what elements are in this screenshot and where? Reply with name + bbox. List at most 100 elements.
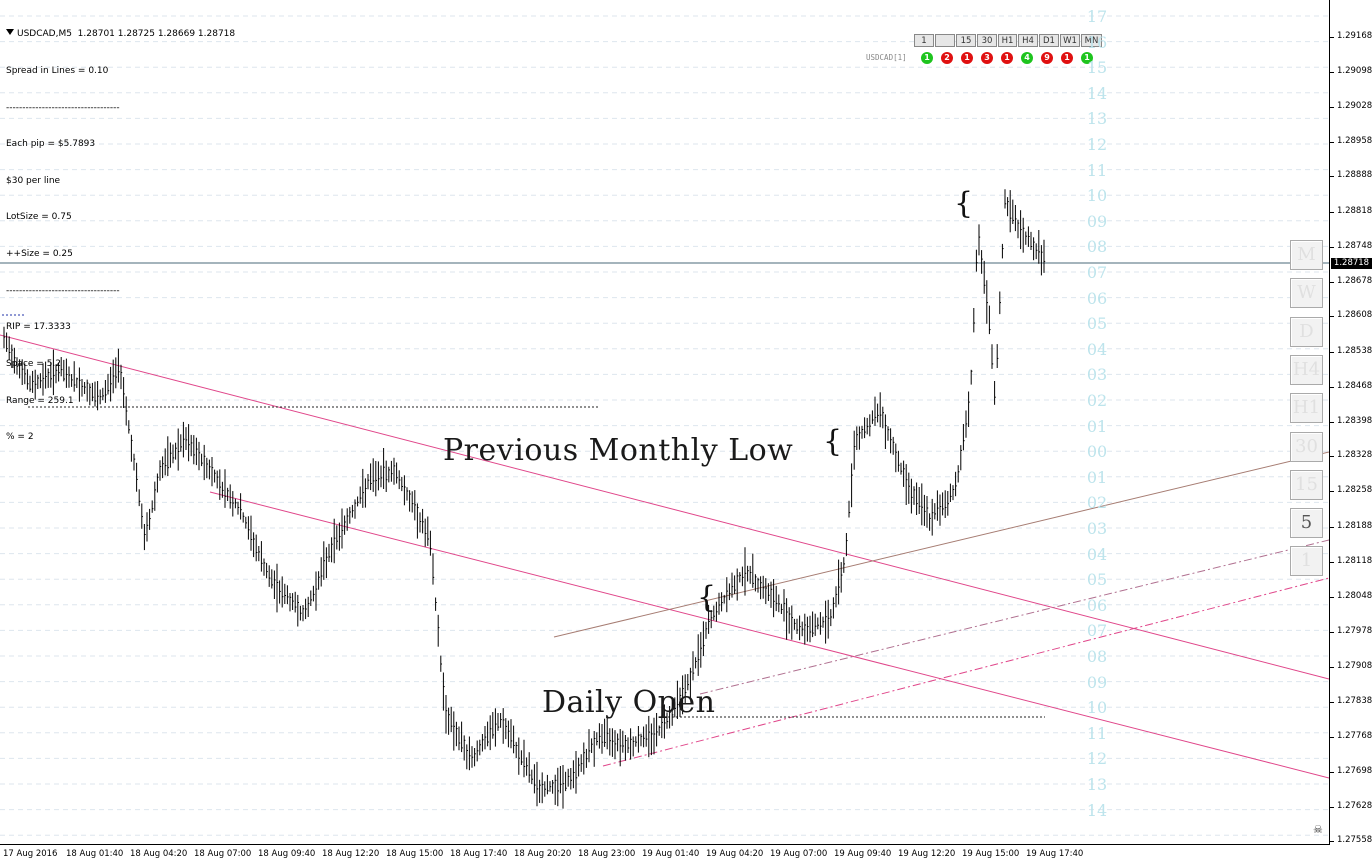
tf-button-blank[interactable] <box>935 34 955 47</box>
tf-button-1[interactable]: 1 <box>914 34 934 47</box>
signal-dot: 1 <box>921 52 933 64</box>
level-number: 01 <box>1086 467 1108 487</box>
side-tf-button-1[interactable]: 1 <box>1290 546 1323 577</box>
trendline-lower <box>209 491 1329 779</box>
signal-dot: 1 <box>1001 52 1013 64</box>
time-tick-label: 18 Aug 17:40 <box>450 849 508 859</box>
trendline-upper <box>0 334 1329 680</box>
grid-lines <box>0 15 1329 836</box>
tf-button-30[interactable]: 30 <box>977 34 997 47</box>
price-tick <box>1330 841 1334 842</box>
price-tick-label: 1.27628 <box>1337 801 1372 811</box>
level-number: 01 <box>1086 416 1108 436</box>
price-tick-label: 1.28048 <box>1337 591 1372 601</box>
time-tick-label: 18 Aug 09:40 <box>258 849 316 859</box>
time-tick-label: 18 Aug 20:20 <box>514 849 572 859</box>
price-tick <box>1330 737 1334 738</box>
price-tick-label: 1.28818 <box>1337 206 1372 216</box>
price-tick <box>1330 772 1334 773</box>
price-tick <box>1330 176 1334 177</box>
level-number: 13 <box>1086 775 1108 794</box>
side-tf-button-d[interactable]: D <box>1290 316 1323 347</box>
side-tf-button-30[interactable]: 30 <box>1290 431 1323 462</box>
level-number: 07 <box>1086 621 1108 641</box>
level-number: 13 <box>1086 109 1108 129</box>
brace-annotation: { <box>954 186 974 221</box>
chart-area[interactable]: USDCAD,M5 1.28701 1.28725 1.28669 1.2871… <box>0 0 1330 845</box>
price-tick <box>1330 702 1334 703</box>
info-line: Space = 5.2 <box>6 358 62 369</box>
tf-button-mn[interactable]: MN <box>1081 34 1102 47</box>
signal-dot: 1 <box>1081 52 1093 64</box>
side-tf-button-15[interactable]: 15 <box>1290 469 1323 500</box>
time-tick-label: 18 Aug 04:20 <box>130 849 188 859</box>
price-tick-label: 1.27698 <box>1337 766 1372 776</box>
info-line: ----------------------------------- <box>6 102 120 113</box>
level-number: 08 <box>1086 237 1108 257</box>
time-tick-label: 19 Aug 17:40 <box>1026 849 1084 859</box>
tf-button-w1[interactable]: W1 <box>1060 34 1080 47</box>
price-tick-label: 1.28468 <box>1337 381 1372 391</box>
tf-button-15[interactable]: 15 <box>956 34 976 47</box>
brace-annotation: { <box>697 580 717 615</box>
level-number: 09 <box>1086 672 1108 692</box>
time-tick-label: 18 Aug 01:40 <box>66 849 124 859</box>
previous-monthly-low-label: Previous Monthly Low <box>443 433 794 468</box>
level-number: 08 <box>1086 647 1108 666</box>
price-tick <box>1330 107 1334 108</box>
price-tick-label: 1.28258 <box>1337 485 1372 495</box>
level-number: 07 <box>1086 263 1108 282</box>
side-tf-button-h1[interactable]: H1 <box>1290 393 1323 424</box>
level-number: 11 <box>1086 723 1108 743</box>
level-number: 02 <box>1086 391 1108 410</box>
dropdown-triangle-icon[interactable] <box>6 29 14 36</box>
price-tick-label: 1.28398 <box>1337 416 1372 426</box>
time-tick-label: 19 Aug 09:40 <box>834 849 892 859</box>
side-tf-button-w[interactable]: W <box>1290 278 1323 309</box>
price-tick-label: 1.28538 <box>1337 346 1372 356</box>
tf-button-h1[interactable]: H1 <box>998 34 1017 47</box>
signal-symbol-label: USDCAD[1] <box>866 53 907 62</box>
price-tick-label: 1.28748 <box>1337 241 1372 251</box>
price-axis[interactable]: 1.29168 1.29098 1.29028 1.28958 1.28888 1.288… <box>1330 0 1372 845</box>
price-tick <box>1330 387 1334 388</box>
price-chart[interactable] <box>0 0 1329 844</box>
candles <box>3 189 1046 809</box>
tf-button-d1[interactable]: D1 <box>1039 34 1059 47</box>
price-tick-label: 1.28678 <box>1337 276 1372 286</box>
time-tick-label: 19 Aug 07:00 <box>770 849 828 859</box>
level-number: 17 <box>1086 7 1108 26</box>
time-tick-label: 18 Aug 15:00 <box>386 849 444 859</box>
time-axis[interactable]: 17 Aug 2016 18 Aug 01:40 18 Aug 04:20 18 Au… <box>0 845 1330 864</box>
time-tick-label: 19 Aug 15:00 <box>962 849 1020 859</box>
level-number: 11 <box>1086 160 1108 180</box>
side-tf-button-m[interactable]: M <box>1290 240 1323 270</box>
price-tick-label: 1.29168 <box>1337 31 1372 41</box>
level-number: 14 <box>1086 83 1108 103</box>
signal-dot: 2 <box>941 52 953 64</box>
tf-button-h4[interactable]: H4 <box>1018 34 1038 47</box>
price-tick-label: 1.27558 <box>1337 835 1372 845</box>
level-number: 09 <box>1086 211 1108 231</box>
trendline-dashdot-1 <box>699 539 1329 695</box>
price-tick-label: 1.27768 <box>1337 731 1372 741</box>
level-number: 05 <box>1086 570 1108 590</box>
price-tick <box>1330 632 1334 633</box>
brace-annotation: { <box>823 424 843 459</box>
level-number: 12 <box>1086 749 1108 769</box>
signal-dot: 9 <box>1041 52 1053 64</box>
price-tick-label: 1.27908 <box>1337 661 1372 671</box>
level-number: 10 <box>1086 186 1108 206</box>
level-number: 06 <box>1086 595 1108 615</box>
price-tick-label: 1.29098 <box>1337 66 1372 76</box>
skull-icon: ☠ <box>1313 823 1323 836</box>
signal-dot: 3 <box>981 52 993 64</box>
side-tf-button-h4[interactable]: H4 <box>1290 354 1323 385</box>
level-number: 04 <box>1086 339 1108 359</box>
time-tick-label: 18 Aug 12:20 <box>322 849 380 859</box>
info-line: ----------------------------------- <box>6 285 120 296</box>
time-tick-label: 18 Aug 07:00 <box>194 849 252 859</box>
price-tick-label: 1.28958 <box>1337 136 1372 146</box>
side-tf-button-5[interactable]: 5 <box>1290 508 1323 539</box>
level-number: 05 <box>1086 314 1108 334</box>
